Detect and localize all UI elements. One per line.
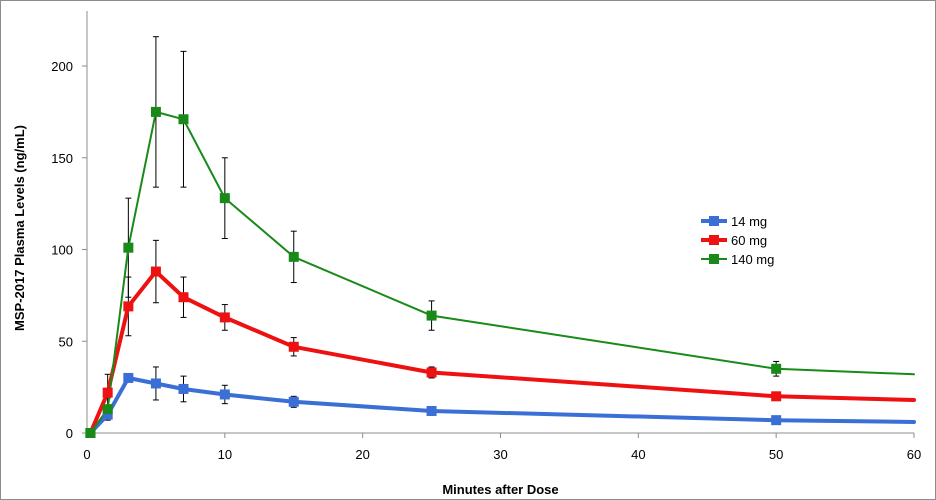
x-axis-title: Minutes after Dose (442, 482, 558, 497)
x-tick-label: 20 (355, 447, 369, 462)
data-point-marker (426, 405, 437, 416)
data-point-marker (150, 106, 161, 117)
legend: 14 mg 60 mg 140 mg (701, 214, 774, 267)
legend-item: 140 mg (701, 252, 774, 267)
series-markers (85, 106, 782, 438)
y-tick-label: 200 (51, 59, 73, 74)
y-tick-label: 50 (59, 334, 73, 349)
legend-item: 14 mg (701, 214, 767, 229)
y-tick-label: 0 (66, 426, 73, 441)
data-point-marker (178, 292, 189, 303)
legend-label: 60 mg (731, 233, 767, 248)
legend-swatch-marker (709, 216, 719, 226)
series-lines (88, 110, 916, 435)
y-axis-title: MSP-2017 Plasma Levels (ng/mL) (12, 125, 27, 331)
data-point-marker (288, 341, 299, 352)
x-tick-label: 50 (769, 447, 783, 462)
y-tick-label: 150 (51, 151, 73, 166)
data-point-marker (178, 114, 189, 125)
data-point-marker (102, 409, 113, 420)
series-line-3 (89, 110, 915, 434)
data-point-marker (219, 389, 230, 400)
data-point-marker (123, 242, 134, 253)
data-point-marker (426, 310, 437, 321)
legend-item: 60 mg (701, 233, 767, 248)
x-tick-label: 0 (83, 447, 90, 462)
data-point-marker (123, 301, 134, 312)
data-point-marker (102, 387, 113, 398)
legend-label: 14 mg (731, 214, 767, 229)
series-line-1 (88, 376, 916, 435)
y-tick-label: 100 (51, 243, 73, 258)
legend-label: 140 mg (731, 252, 774, 267)
data-point-marker (288, 396, 299, 407)
data-point-marker (219, 193, 230, 204)
data-point-marker (85, 428, 96, 438)
data-point-marker (771, 363, 782, 374)
legend-swatch-marker (709, 235, 719, 245)
plot-series (85, 36, 916, 438)
data-point-marker (771, 391, 782, 402)
data-point-marker (426, 367, 437, 378)
data-point-marker (150, 378, 161, 389)
legend-swatch-marker (709, 254, 719, 264)
data-point-marker (219, 312, 230, 323)
axes: 0 10 20 30 40 50 60 0 50 100 150 200 (51, 11, 921, 462)
x-tick-label: 30 (493, 447, 507, 462)
data-point-marker (123, 372, 134, 383)
data-point-marker (178, 383, 189, 394)
series-line-2 (88, 269, 916, 435)
x-tick-label: 40 (631, 447, 645, 462)
x-tick-label: 10 (218, 447, 232, 462)
data-point-marker (771, 415, 782, 426)
data-point-marker (288, 251, 299, 262)
x-tick-label: 60 (907, 447, 921, 462)
data-point-marker (102, 404, 113, 415)
error-bars (104, 36, 780, 421)
data-point-marker (150, 266, 161, 277)
